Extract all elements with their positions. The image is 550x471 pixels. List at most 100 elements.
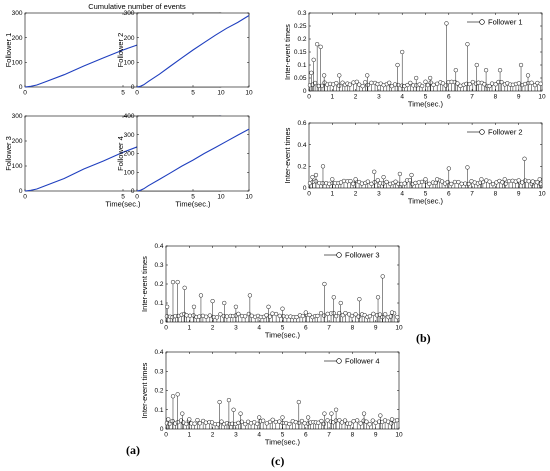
panel-b2-stem-marker — [503, 181, 508, 186]
panel-b1-stem-marker — [311, 57, 316, 62]
panel-c1-ytick-label: 0.4 — [154, 243, 163, 250]
panel-b1-stem-marker — [423, 79, 428, 84]
panel-c1-stem-marker — [331, 295, 336, 300]
panel-b2-xtick-label: 1 — [330, 191, 334, 198]
panel-c2-xtick-label: 0 — [164, 432, 168, 439]
panel-c1-stem-marker — [322, 281, 327, 287]
panel-c1-stem-marker — [267, 314, 272, 319]
panel-c1-xtick-label: 8 — [351, 325, 355, 332]
panel-b1-stem-marker — [318, 44, 323, 49]
panel-b2-stem-marker — [449, 181, 454, 187]
panel-b2-stem-marker — [435, 177, 440, 182]
panel-b1-xlabel: Time(sec.) — [408, 100, 444, 109]
panel-b1-legend-box — [464, 16, 538, 28]
panel-b1-stem-marker — [347, 82, 352, 87]
panel-c2-stem-marker — [367, 422, 372, 427]
panel-c1-legend-box — [321, 249, 395, 261]
panel-c1-stem-marker — [284, 314, 290, 319]
panel-b2-stem-marker — [327, 181, 332, 186]
panel-c2-stem-marker — [370, 418, 375, 423]
panel-a1-ytick-label: 300 — [12, 10, 23, 17]
panel-c1-stem-marker — [388, 314, 394, 319]
panel-c2-stem-marker — [238, 411, 243, 416]
panel-a4-xtick-label: 10 — [245, 194, 253, 201]
panel-c2-stem-marker — [329, 411, 334, 416]
panel-a3-ytick-label: 200 — [12, 138, 23, 145]
panel-c2-stem-marker — [175, 392, 180, 397]
panel-b2-stem-marker — [537, 177, 542, 182]
panel-b2-xtick-label: 8 — [494, 191, 498, 198]
panel-c2-stem-marker — [170, 418, 175, 424]
panel-c1-stem-marker — [210, 298, 215, 304]
panel-c2-stem-marker — [302, 421, 307, 426]
panel-c1-stems — [164, 274, 400, 322]
panel-c2-stem-marker — [355, 418, 360, 423]
panel-c2-stem-marker — [184, 421, 189, 427]
panel-b1-stem-marker — [389, 84, 394, 89]
panel-c1-stem-marker — [383, 312, 388, 317]
panel-b1-xtick-label: 8 — [494, 94, 498, 101]
panel-c1-stem-marker — [165, 304, 170, 309]
panel-c2-legend-marker — [336, 358, 342, 364]
panel-b1-xtick-label: 0 — [307, 94, 311, 101]
panel-b1-stem-marker — [453, 68, 458, 73]
panel-a3-xlabel: Time(sec.) — [105, 200, 141, 209]
panel-c2-stem-marker — [322, 411, 327, 416]
panel-a3-xtick-label: 5 — [121, 194, 125, 201]
panel-c2-stem-marker — [216, 422, 221, 427]
panel-c2-stem-marker — [217, 399, 222, 405]
panel-b2-stem-marker — [330, 177, 335, 182]
panel-c2-stem-marker — [226, 398, 232, 403]
panel-b2-stem-marker — [427, 181, 432, 186]
panel-c2-stem-marker — [364, 419, 369, 424]
panel-b2-xtick-label: 10 — [538, 191, 546, 198]
panel-c1-stem-marker — [198, 293, 204, 298]
panel-b2-stem-marker — [348, 178, 353, 184]
panel-c2-stem-marker — [197, 421, 202, 426]
panel-c1-stem-marker — [395, 315, 400, 320]
panel-c2-xtick-label: 1 — [187, 432, 191, 439]
panel-a1-ytick-label: 200 — [12, 35, 23, 42]
panel-b2-stem-marker — [419, 179, 425, 185]
panel-b1-ytick-label: 0.05 — [294, 75, 307, 82]
panel-c2-stem-marker — [361, 411, 367, 416]
panel-b2-stem-marker — [538, 181, 543, 186]
panel-c1-stem-marker — [375, 295, 381, 300]
panel-c1-stem-marker — [380, 274, 385, 279]
panel-a1-ytick-label: 100 — [12, 60, 23, 67]
panel-b2-stem-marker — [520, 180, 525, 185]
panel-b1-xtick-label: 2 — [354, 94, 358, 101]
figure-title: Cumulative number of events — [88, 2, 186, 11]
panel-c1-stem-marker — [321, 313, 327, 318]
panel-c1-stem-marker — [191, 304, 197, 309]
panel-c1-xtick-label: 6 — [304, 325, 308, 332]
panel-a1-xtick-label: 5 — [121, 90, 125, 97]
panel-c1-stem-marker — [300, 313, 305, 319]
panel-b1-xtick-label: 5 — [424, 94, 428, 101]
panel-c2-stem-marker — [373, 420, 378, 425]
panel-c1-stem-marker — [236, 311, 241, 316]
panel-b1-stems — [307, 21, 543, 91]
panel-b1-stem-marker — [322, 73, 327, 78]
panel-c2-stem-marker — [273, 419, 278, 425]
panel-b1-stem-marker — [493, 82, 498, 87]
panel-c1-stem-marker — [203, 314, 209, 319]
panel-c2-ytick-label: 0 — [160, 426, 164, 433]
panel-b1-stem-marker — [497, 68, 503, 73]
panel-a3-xtick-label: 0 — [23, 194, 27, 201]
panel-b2-stem-marker — [313, 172, 319, 178]
panel-b2-stem-marker — [506, 178, 512, 184]
panel-c1-stem-marker — [187, 313, 193, 318]
panel-c1-stem-marker — [218, 312, 223, 317]
panel-b1-stem-marker — [414, 75, 419, 81]
panel-c2-xtick-label: 6 — [304, 432, 308, 439]
panel-c1-stem-marker — [294, 315, 299, 320]
panel-b2-stem-marker — [433, 180, 438, 186]
panel-b1-xtick-label: 10 — [538, 94, 546, 101]
panel-b1-stem-marker — [428, 80, 433, 85]
panel-b1-stem-marker — [337, 73, 342, 78]
panel-c1-stem-marker — [303, 310, 308, 315]
panel-c1-stem-marker — [247, 293, 253, 298]
panel-c1-stem-marker — [333, 314, 339, 319]
panel-b1-xtick-label: 4 — [400, 94, 404, 101]
